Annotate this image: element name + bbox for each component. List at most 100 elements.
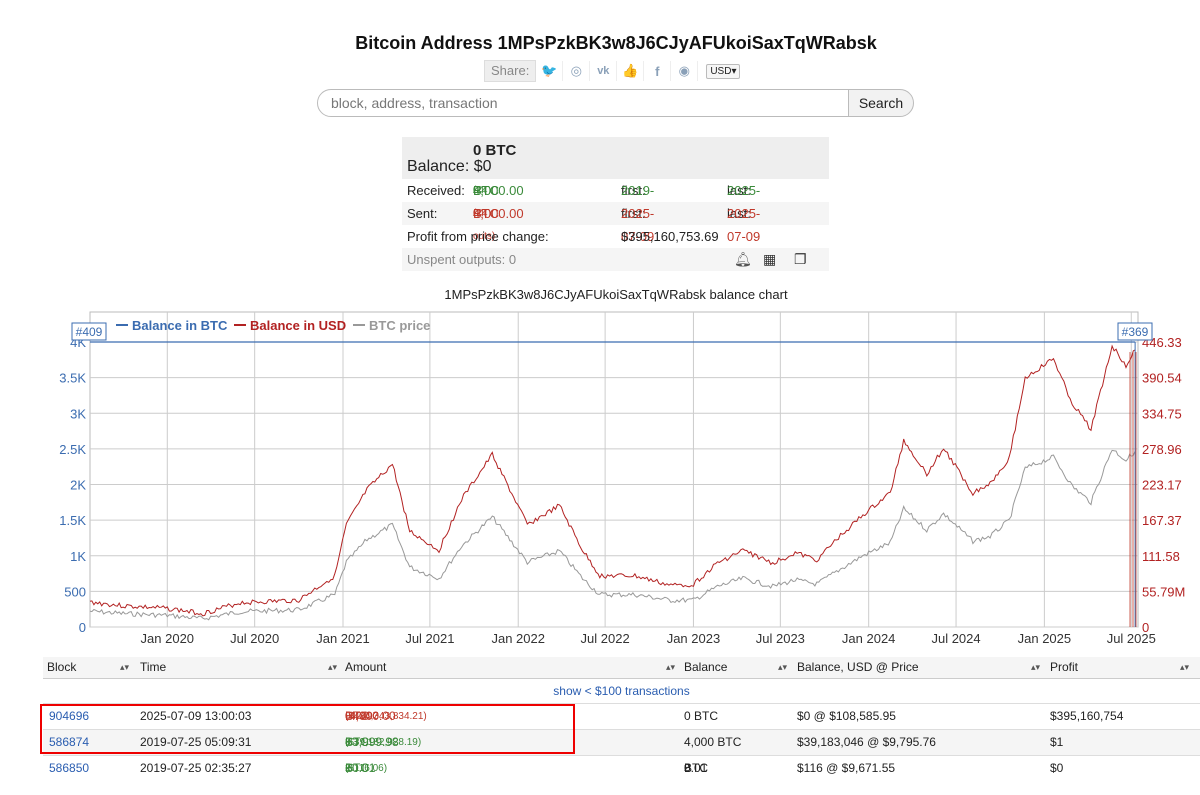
page-title: Bitcoin Address 1MPsPzkBK3w8J6CJyAFUkoiS…	[355, 33, 877, 53]
balance-label: Balance: $0	[407, 158, 492, 175]
balance-chart[interactable]: 05001K1.5K2K2.5K3K3.5K4K055.79M111.58167…	[0, 300, 1200, 655]
y-left-tick-label: 3K	[70, 406, 86, 421]
marker-box-left	[71, 322, 107, 341]
y-right-tick-label: 167.37	[1142, 513, 1182, 528]
x-tick-label: Jul 2021	[405, 631, 454, 646]
facebook-icon[interactable]: f	[644, 61, 672, 81]
x-tick-label: Jan 2023	[667, 631, 721, 646]
search-bar: block, address, transaction Search	[317, 89, 914, 117]
y-right-tick-label: 0	[1142, 620, 1149, 635]
table-header: Block ▴▾ Time ▴▾ Amount ▴▾ Balance ▴▾ Ba…	[43, 657, 1200, 679]
tx-time: 2025-07-09 13:00:03	[140, 709, 252, 723]
unspent-row: Unspent outputs: 0 🔔︎ ▦ ❐	[402, 248, 829, 271]
x-tick-label: Jul 2024	[931, 631, 980, 646]
sort-icon[interactable]: ▴▾	[778, 662, 788, 672]
show-small-tx-link[interactable]: show < $100 transactions	[553, 684, 690, 698]
chart-title: 1MPsPzkBK3w8J6CJyAFUkoiSaxTqWRabsk balan…	[444, 287, 788, 302]
tx-profit: $1	[1050, 735, 1064, 749]
balance-usd: $0	[473, 158, 492, 175]
block-link[interactable]: 586850	[49, 761, 90, 775]
y-left-tick-label: 1.5K	[59, 513, 86, 528]
profit-value: $395,160,753.69	[621, 229, 719, 244]
y-right-tick-label: 390.54	[1142, 371, 1182, 386]
highlight-box	[40, 704, 575, 754]
x-tick-label: Jan 2022	[491, 631, 545, 646]
search-button[interactable]: Search	[848, 89, 914, 117]
x-tick-label: Jul 2022	[581, 631, 630, 646]
y-right-tick-label: 334.75	[1142, 406, 1182, 421]
header-time[interactable]: Time	[140, 660, 167, 674]
weibo-icon[interactable]: ◉	[671, 61, 699, 81]
block-link[interactable]: 586874	[49, 735, 90, 749]
y-right-tick-label: 223.17	[1142, 478, 1182, 493]
tx-balance: 4,000 BTC	[684, 735, 742, 749]
tx-time: 2019-07-25 02:35:27	[140, 761, 252, 775]
received-label: Received:	[407, 183, 465, 198]
legend-label: Balance in USD	[250, 318, 346, 333]
header-balance-usd[interactable]: Balance, USD @ Price	[797, 660, 919, 674]
balance-usd-line	[89, 344, 1136, 617]
sort-icon[interactable]: ▴▾	[666, 662, 676, 672]
copy-icon[interactable]: ❐	[794, 251, 807, 267]
x-tick-label: Jan 2024	[842, 631, 896, 646]
marker-box-right	[1117, 322, 1153, 341]
currency-value: USD	[710, 65, 732, 77]
tx-balance: 0 BTC	[684, 709, 719, 723]
table-row: 904696 2025-07-09 13:00:03 -4,000.00 0424…	[43, 703, 1200, 729]
sent-label: Sent:	[407, 206, 438, 221]
y-right-tick-label: 111.58	[1142, 549, 1180, 564]
legend-label: Balance in BTC	[132, 318, 228, 333]
y-left-tick-label: 500	[64, 584, 86, 599]
tx-profit: $395,160,754	[1050, 709, 1124, 723]
x-tick-label: Jan 2020	[141, 631, 195, 646]
sort-icon[interactable]: ▴▾	[328, 662, 338, 672]
x-tick-label: Jan 2025	[1018, 631, 1072, 646]
balance-header: 0 BTC Balance: $0	[402, 137, 829, 179]
header-balance[interactable]: Balance	[684, 660, 728, 674]
legend-label: BTC price	[369, 318, 430, 333]
tx-balance-usd: $116 @ $9,671.55	[797, 761, 896, 775]
unspent-label: Unspent outputs: 0	[407, 252, 517, 267]
tx-time: 2019-07-25 05:09:31	[140, 735, 252, 749]
block-link[interactable]: 904696	[49, 709, 90, 723]
marker-label-left: #409	[76, 325, 103, 339]
marker-label-right: #369	[1122, 325, 1149, 339]
y-left-tick-label: 1K	[70, 549, 86, 564]
twitter-icon[interactable]: 🐦	[536, 61, 564, 81]
sort-icon[interactable]: ▴▾	[1031, 662, 1041, 672]
header-profit[interactable]: Profit	[1050, 660, 1079, 674]
qr-code-icon[interactable]: ▦	[763, 251, 777, 267]
header-amount[interactable]: Amount	[345, 660, 387, 674]
table-row: 586850 2019-07-25 02:35:27 +0.01 2 BTC ($…	[43, 755, 1200, 781]
profit-row: Profit from price change: $395,160,753.6…	[402, 225, 829, 248]
y-left-tick-label: 2K	[70, 478, 86, 493]
y-right-tick-label: 278.96	[1142, 442, 1182, 457]
balance-btc: 0 BTC	[473, 142, 517, 159]
bell-icon[interactable]: 🔔︎	[734, 251, 752, 267]
plot-area	[89, 311, 1139, 628]
share-bar: Share: 🐦 ◎ vk 👍 f ◉ USD▾	[484, 60, 741, 82]
reddit-icon[interactable]: ◎	[563, 61, 591, 81]
header-block[interactable]: Block	[47, 660, 77, 674]
share-label: Share:	[484, 60, 537, 82]
currency-select[interactable]: USD▾	[706, 63, 741, 79]
sort-icon[interactable]: ▴▾	[120, 662, 130, 672]
y-left-tick-label: 2.5K	[59, 442, 86, 457]
y-right-tick-label: 55.79M	[1142, 584, 1185, 599]
sort-icon[interactable]: ▴▾	[1180, 662, 1190, 672]
search-input[interactable]: block, address, transaction	[317, 89, 863, 117]
transactions-table: Block ▴▾ Time ▴▾ Amount ▴▾ Balance ▴▾ Ba…	[43, 657, 1200, 781]
vk-icon[interactable]: vk	[590, 61, 618, 81]
x-tick-label: Jul 2023	[756, 631, 805, 646]
tx-profit: $0	[1050, 761, 1064, 775]
btc-price-line	[89, 449, 1136, 621]
x-tick-label: Jan 2021	[316, 631, 370, 646]
y-left-tick-label: 3.5K	[59, 371, 86, 386]
table-row: 586874 2019-07-25 05:09:31 +3,999.98 8 BT…	[43, 729, 1200, 755]
x-tick-label: Jul 2025	[1107, 631, 1156, 646]
sent-row: Sent: 4,000.00 04 BTC (24 outs) first: 20…	[402, 202, 829, 244]
like-icon[interactable]: 👍	[617, 61, 645, 81]
tx-balance-usd: $39,183,046 @ $9,795.76	[797, 735, 936, 749]
tx-balance-usd: $0 @ $108,585.95	[797, 709, 896, 723]
